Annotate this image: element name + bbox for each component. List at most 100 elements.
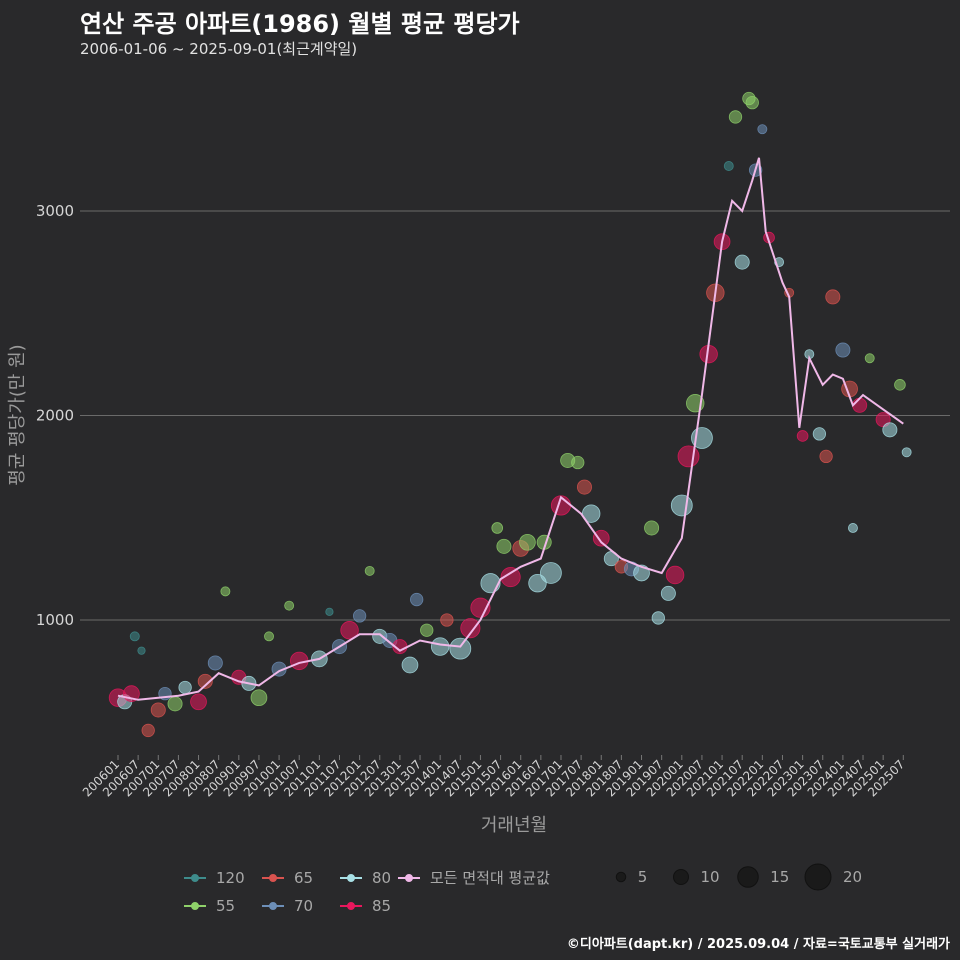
scatter-point	[677, 445, 700, 468]
legend-item: 55	[184, 897, 235, 915]
scatter-point	[197, 673, 213, 689]
scatter-point	[500, 567, 521, 588]
legend-dot	[347, 874, 355, 882]
scatter-point	[819, 449, 833, 464]
size-legend-circle	[804, 863, 832, 891]
scatter-point	[864, 353, 875, 364]
scatter-point	[129, 631, 140, 642]
legend-label: 80	[372, 869, 391, 887]
legend-dot	[191, 902, 199, 910]
size-legend-circle	[737, 866, 759, 888]
scatter-point	[665, 565, 685, 585]
scatter-point	[847, 523, 858, 533]
scatter-point	[440, 613, 454, 627]
size-legend-label: 10	[701, 868, 720, 886]
scatter-point	[812, 427, 827, 441]
size-legend: 5 10 15 20	[615, 863, 862, 891]
scatter-point	[852, 397, 868, 413]
scatter-point	[401, 656, 419, 674]
size-legend-label: 20	[843, 868, 862, 886]
average-line	[117, 157, 904, 701]
scatter-point	[137, 646, 146, 655]
y-axis-title: 평균 평당가(만 원)	[7, 344, 28, 485]
legend-item: 65	[262, 869, 313, 887]
chart-title: 연산 주공 아파트(1986) 월별 평균 평당가	[80, 10, 520, 38]
scatter-point	[178, 680, 192, 695]
legend-item: 모든 면적대 평균값	[398, 869, 550, 887]
scatter-point	[470, 597, 491, 618]
y-tick-label: 3000	[36, 202, 74, 220]
scatter-point	[141, 723, 155, 738]
scatter-point	[581, 504, 601, 523]
scatter-point	[576, 479, 592, 495]
scatter-point	[449, 637, 472, 660]
scatter-point	[757, 124, 768, 135]
scatter-point	[325, 607, 334, 616]
scatter-point	[825, 289, 841, 305]
scatter-point	[894, 379, 906, 391]
legend: 120 55 65 70 80 85 모든 면적대 평균값	[184, 869, 550, 915]
scatter-point	[207, 655, 223, 671]
x-axis-title: 거래년월	[481, 815, 547, 836]
scatter-point	[723, 161, 734, 171]
scatter-point	[220, 586, 231, 597]
legend-label: 모든 면적대 평균값	[430, 869, 550, 887]
size-legend-circle	[673, 869, 689, 885]
scatter-point	[670, 494, 693, 517]
scatter-point	[364, 565, 375, 576]
scatter-point	[745, 95, 759, 110]
legend-dot	[269, 902, 277, 910]
size-legend-label: 5	[638, 868, 648, 886]
grid-layer	[80, 210, 950, 621]
scatter-point	[728, 110, 743, 124]
scatter-point	[480, 573, 501, 594]
scatter-point	[519, 533, 536, 551]
legend-label: 65	[294, 869, 313, 887]
legend-item: 70	[262, 897, 313, 915]
legend-label: 70	[294, 897, 313, 915]
size-legend-circle	[615, 871, 627, 883]
scatter-point	[410, 592, 424, 607]
scatter-point	[734, 254, 750, 270]
scatter-point	[491, 522, 504, 534]
y-axis: 1000 2000 3000	[36, 202, 74, 629]
average-line-layer	[117, 157, 904, 701]
scatter-point	[352, 609, 367, 623]
scatter-point	[835, 342, 851, 358]
scatter-point	[250, 689, 268, 707]
scatter-point	[660, 585, 676, 601]
y-tick-label: 1000	[36, 611, 74, 629]
chart-subtitle: 2006-01-06 ~ 2025-09-01(최근계약일)	[80, 40, 358, 58]
legend-item: 80	[340, 869, 391, 887]
legend-label: 85	[372, 897, 391, 915]
scatter-point	[796, 430, 809, 442]
scatter-point	[190, 693, 207, 711]
legend-label: 55	[216, 897, 235, 915]
scatter-point	[150, 702, 166, 718]
scatter-point	[340, 621, 359, 640]
scatter-point	[540, 562, 562, 584]
scatter-point	[430, 637, 450, 656]
legend-dot	[347, 902, 355, 910]
scatter-point	[167, 696, 183, 712]
scatter-point	[644, 520, 660, 536]
scatter-point	[571, 455, 585, 470]
scatter-point	[651, 611, 665, 625]
scatter-point	[284, 600, 295, 611]
points-layer	[108, 91, 912, 738]
scatter-point	[882, 422, 898, 438]
scatter-point	[460, 618, 481, 639]
scatter-point	[420, 623, 434, 637]
legend-dot	[191, 874, 199, 882]
legend-item: 85	[340, 897, 391, 915]
legend-dot	[269, 874, 277, 882]
source-credit: ©디아파트(dapt.kr) / 2025.09.04 / 자료=국토교통부 실…	[566, 937, 950, 952]
scatter-point	[901, 447, 912, 458]
scatter-point	[264, 631, 274, 642]
legend-item: 120	[184, 869, 245, 887]
y-tick-label: 2000	[36, 407, 74, 425]
size-legend-label: 15	[770, 868, 789, 886]
scatter-point	[496, 538, 512, 554]
legend-label: 120	[216, 869, 245, 887]
